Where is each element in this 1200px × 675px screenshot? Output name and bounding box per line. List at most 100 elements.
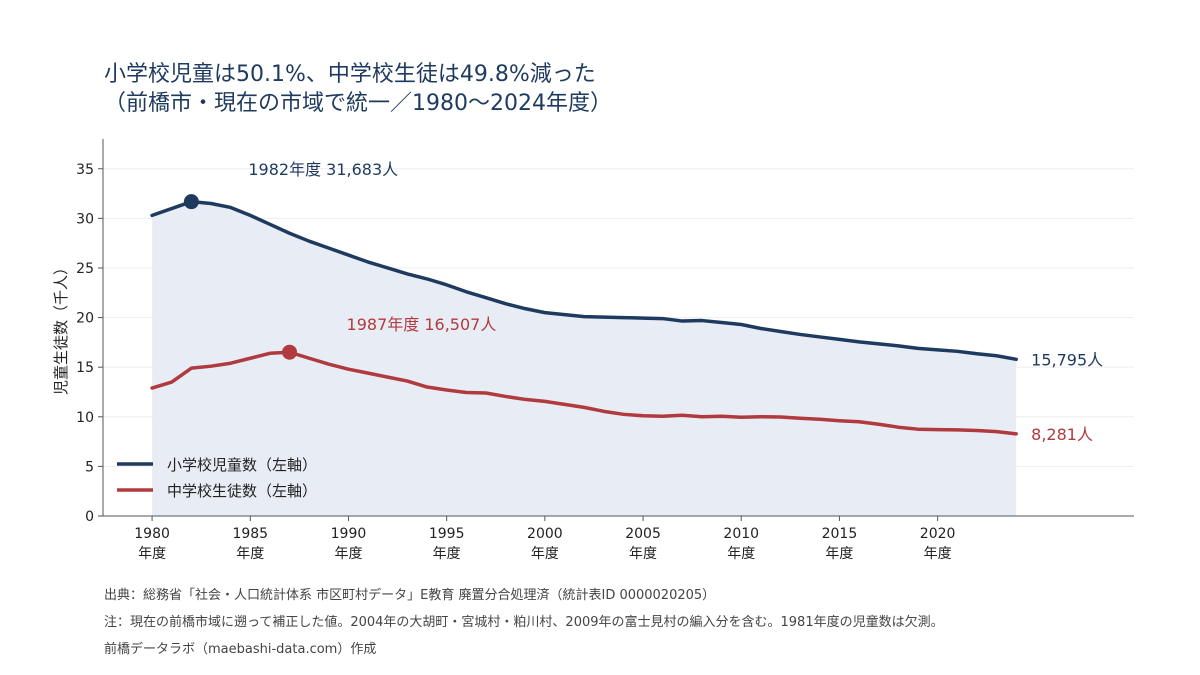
y-axis-label: 児童生徒数（千人） <box>52 260 70 395</box>
x-tick-sublabel: 年度 <box>629 546 657 562</box>
data-point <box>916 346 920 350</box>
data-point <box>229 205 233 209</box>
y-tick-label: 35 <box>76 162 94 178</box>
data-point <box>543 399 547 403</box>
data-point <box>936 348 940 352</box>
data-point <box>386 375 390 379</box>
data-point <box>562 313 566 317</box>
source-note: 出典：総務省「社会・人口統計体系 市区町村データ」E教育 廃置分合処理済（統計表… <box>104 588 716 603</box>
data-point <box>621 412 625 416</box>
data-point <box>995 354 999 358</box>
x-tick-label: 2015 <box>822 526 858 542</box>
data-point <box>857 420 861 424</box>
data-point <box>779 415 783 419</box>
data-point <box>464 390 468 394</box>
chart-title-line-2: （前橋市・現在の市域で統一／1980〜2024年度） <box>104 91 612 116</box>
data-point <box>484 296 488 300</box>
x-tick-sublabel: 年度 <box>531 546 559 562</box>
data-point <box>975 352 979 356</box>
area-fill-layer <box>152 201 1017 516</box>
data-point <box>896 344 900 348</box>
end-value-label-2: 8,281人 <box>1031 425 1093 444</box>
data-point <box>484 391 488 395</box>
data-point <box>582 315 586 319</box>
data-point <box>700 319 704 323</box>
legend: 小学校児童数（左軸） 中学校生徒数（左軸） <box>117 456 317 500</box>
y-tick-label: 10 <box>76 410 94 426</box>
series-line-1 <box>150 199 1018 362</box>
x-tick-sublabel: 年度 <box>924 546 952 562</box>
data-point <box>641 316 645 320</box>
data-point <box>504 302 508 306</box>
data-point <box>759 326 763 330</box>
x-tick-sublabel: 年度 <box>138 546 166 562</box>
data-point <box>641 414 645 418</box>
data-point <box>346 367 350 371</box>
data-point <box>562 402 566 406</box>
end-value-label-1: 15,795人 <box>1031 350 1103 369</box>
data-point <box>700 415 704 419</box>
legend-label-1: 小学校児童数（左軸） <box>167 456 317 474</box>
data-point <box>405 379 409 383</box>
data-point <box>445 388 449 392</box>
data-point <box>955 428 959 432</box>
x-tick-label: 2005 <box>625 526 661 542</box>
chart-title-line-1: 小学校児童は50.1%、中学校生徒は49.8%減った <box>104 62 596 87</box>
data-point <box>936 428 940 432</box>
data-point <box>582 405 586 409</box>
data-point <box>818 335 822 339</box>
data-point <box>150 213 154 217</box>
peak-marker-2 <box>282 344 298 360</box>
credit-note: 前橋データラボ（maebashi-data.com）作成 <box>104 642 377 657</box>
area-fill-1 <box>152 201 1017 516</box>
data-point <box>798 332 802 336</box>
y-tick-label: 20 <box>76 311 94 327</box>
data-point <box>857 340 861 344</box>
legend-label-2: 中学校生徒数（左軸） <box>167 482 317 500</box>
data-point <box>739 415 743 419</box>
x-tick-label: 1995 <box>429 526 465 542</box>
chart-title: 小学校児童は50.1%、中学校生徒は49.8%減った （前橋市・現在の市域で統一… <box>104 60 612 118</box>
data-point <box>975 428 979 432</box>
data-point <box>366 371 370 375</box>
chart-footer: 出典：総務省「社会・人口統計体系 市区町村データ」E教育 廃置分合処理済（統計表… <box>104 582 944 663</box>
x-tick-label: 1985 <box>232 526 268 542</box>
data-point <box>523 397 527 401</box>
data-point <box>1014 357 1018 361</box>
data-point <box>445 283 449 287</box>
data-point <box>739 323 743 327</box>
data-point <box>386 266 390 270</box>
data-point <box>759 415 763 419</box>
y-tick-label: 15 <box>76 360 94 376</box>
data-point <box>602 315 606 319</box>
data-point <box>307 239 311 243</box>
y-tick-label: 30 <box>76 211 94 227</box>
data-point <box>818 417 822 421</box>
data-point <box>720 414 724 418</box>
data-point <box>877 422 881 426</box>
data-point <box>661 317 665 321</box>
data-point <box>170 380 174 384</box>
data-point <box>543 311 547 315</box>
data-point <box>680 319 684 323</box>
data-point <box>464 290 468 294</box>
x-tick-label: 1990 <box>331 526 367 542</box>
x-tick-sublabel: 年度 <box>334 546 362 562</box>
y-tick-label: 0 <box>85 509 94 525</box>
y-tick-label: 5 <box>85 459 94 475</box>
data-point <box>248 356 252 360</box>
data-point <box>189 366 193 370</box>
peak-label-2: 1987年度 16,507人 <box>347 315 497 334</box>
data-point <box>327 362 331 366</box>
data-point <box>896 425 900 429</box>
data-point <box>504 394 508 398</box>
data-point <box>405 272 409 276</box>
data-point <box>661 414 665 418</box>
peak-marker-1 <box>183 194 199 210</box>
data-point <box>837 419 841 423</box>
data-point <box>229 361 233 365</box>
data-point <box>798 416 802 420</box>
x-tick-label: 2000 <box>527 526 563 542</box>
data-point <box>779 329 783 333</box>
data-point <box>916 427 920 431</box>
